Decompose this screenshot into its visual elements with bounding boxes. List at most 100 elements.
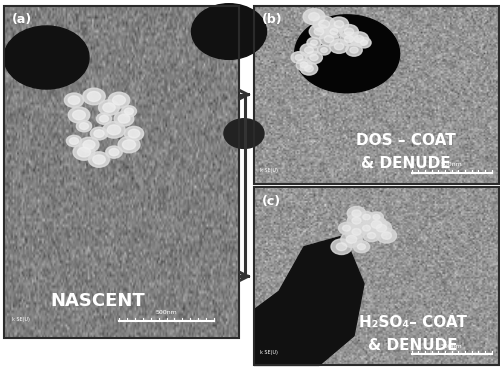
Circle shape xyxy=(90,127,108,140)
Text: & DENUDE: & DENUDE xyxy=(361,156,450,171)
Circle shape xyxy=(106,146,122,158)
Circle shape xyxy=(352,217,361,224)
Circle shape xyxy=(373,214,380,220)
Circle shape xyxy=(294,15,400,93)
Circle shape xyxy=(318,20,330,28)
Text: NASCENT: NASCENT xyxy=(50,292,146,309)
Circle shape xyxy=(70,138,78,144)
Circle shape xyxy=(224,119,264,148)
Circle shape xyxy=(359,211,374,223)
Circle shape xyxy=(291,52,307,63)
Circle shape xyxy=(122,140,136,150)
Text: 500nm: 500nm xyxy=(156,311,178,315)
Circle shape xyxy=(300,62,308,68)
Circle shape xyxy=(83,88,105,105)
Bar xyxy=(254,6,499,184)
Circle shape xyxy=(96,113,112,124)
Text: H₂SO₄– COAT: H₂SO₄– COAT xyxy=(359,315,467,330)
Circle shape xyxy=(348,214,366,227)
Circle shape xyxy=(314,28,324,35)
Circle shape xyxy=(78,147,90,157)
Circle shape xyxy=(4,26,89,89)
Circle shape xyxy=(103,122,125,138)
Circle shape xyxy=(344,36,354,42)
Circle shape xyxy=(372,221,392,236)
Circle shape xyxy=(118,114,130,123)
Text: DOS – COAT: DOS – COAT xyxy=(356,134,456,148)
Circle shape xyxy=(80,123,88,129)
Circle shape xyxy=(88,152,110,167)
Circle shape xyxy=(368,233,376,239)
Circle shape xyxy=(73,144,95,160)
Circle shape xyxy=(83,140,95,149)
Circle shape xyxy=(344,28,354,35)
Circle shape xyxy=(346,44,362,56)
Circle shape xyxy=(303,9,325,25)
Circle shape xyxy=(336,243,347,251)
Circle shape xyxy=(370,212,384,222)
Circle shape xyxy=(310,55,318,60)
Circle shape xyxy=(352,210,361,217)
Circle shape xyxy=(358,222,374,234)
Circle shape xyxy=(76,121,92,132)
Circle shape xyxy=(112,95,126,105)
Circle shape xyxy=(360,40,368,45)
Circle shape xyxy=(306,51,322,64)
Circle shape xyxy=(88,92,101,101)
Circle shape xyxy=(347,206,366,220)
Circle shape xyxy=(192,4,266,59)
Text: k SE(U): k SE(U) xyxy=(260,350,278,355)
Circle shape xyxy=(363,229,380,242)
Circle shape xyxy=(124,127,144,141)
Circle shape xyxy=(318,45,330,55)
Circle shape xyxy=(100,115,108,122)
Circle shape xyxy=(295,55,303,60)
Polygon shape xyxy=(254,236,364,365)
Circle shape xyxy=(124,108,134,115)
Circle shape xyxy=(338,222,354,234)
Circle shape xyxy=(307,37,321,48)
Circle shape xyxy=(304,65,314,72)
Text: (a): (a) xyxy=(12,13,32,26)
Circle shape xyxy=(382,232,392,239)
Circle shape xyxy=(109,148,119,156)
Circle shape xyxy=(68,107,90,123)
Circle shape xyxy=(79,137,99,152)
Circle shape xyxy=(313,16,335,32)
Circle shape xyxy=(330,17,348,31)
Circle shape xyxy=(102,103,116,112)
Circle shape xyxy=(72,110,86,120)
Circle shape xyxy=(310,24,328,39)
Circle shape xyxy=(362,214,370,220)
Circle shape xyxy=(350,47,358,53)
Circle shape xyxy=(331,239,352,255)
Circle shape xyxy=(326,26,342,37)
Circle shape xyxy=(308,13,320,21)
Circle shape xyxy=(300,62,318,75)
Circle shape xyxy=(358,244,366,250)
Circle shape xyxy=(366,217,387,232)
Text: (c): (c) xyxy=(262,195,280,208)
Circle shape xyxy=(371,220,382,229)
Text: k SE(U): k SE(U) xyxy=(12,316,30,322)
Circle shape xyxy=(340,24,358,39)
Text: 500nm: 500nm xyxy=(440,162,462,167)
Circle shape xyxy=(320,47,328,53)
Bar xyxy=(4,6,239,338)
Circle shape xyxy=(304,47,314,53)
Circle shape xyxy=(330,29,338,35)
Circle shape xyxy=(362,225,370,231)
Circle shape xyxy=(296,59,312,71)
Circle shape xyxy=(354,35,364,43)
Circle shape xyxy=(350,32,368,46)
Circle shape xyxy=(108,125,120,135)
Circle shape xyxy=(92,155,106,164)
Circle shape xyxy=(94,130,104,137)
Circle shape xyxy=(114,111,134,126)
Circle shape xyxy=(342,225,350,231)
Text: (b): (b) xyxy=(262,13,282,26)
Circle shape xyxy=(376,228,396,243)
Bar xyxy=(254,187,499,365)
Circle shape xyxy=(341,232,362,247)
Circle shape xyxy=(310,40,318,45)
